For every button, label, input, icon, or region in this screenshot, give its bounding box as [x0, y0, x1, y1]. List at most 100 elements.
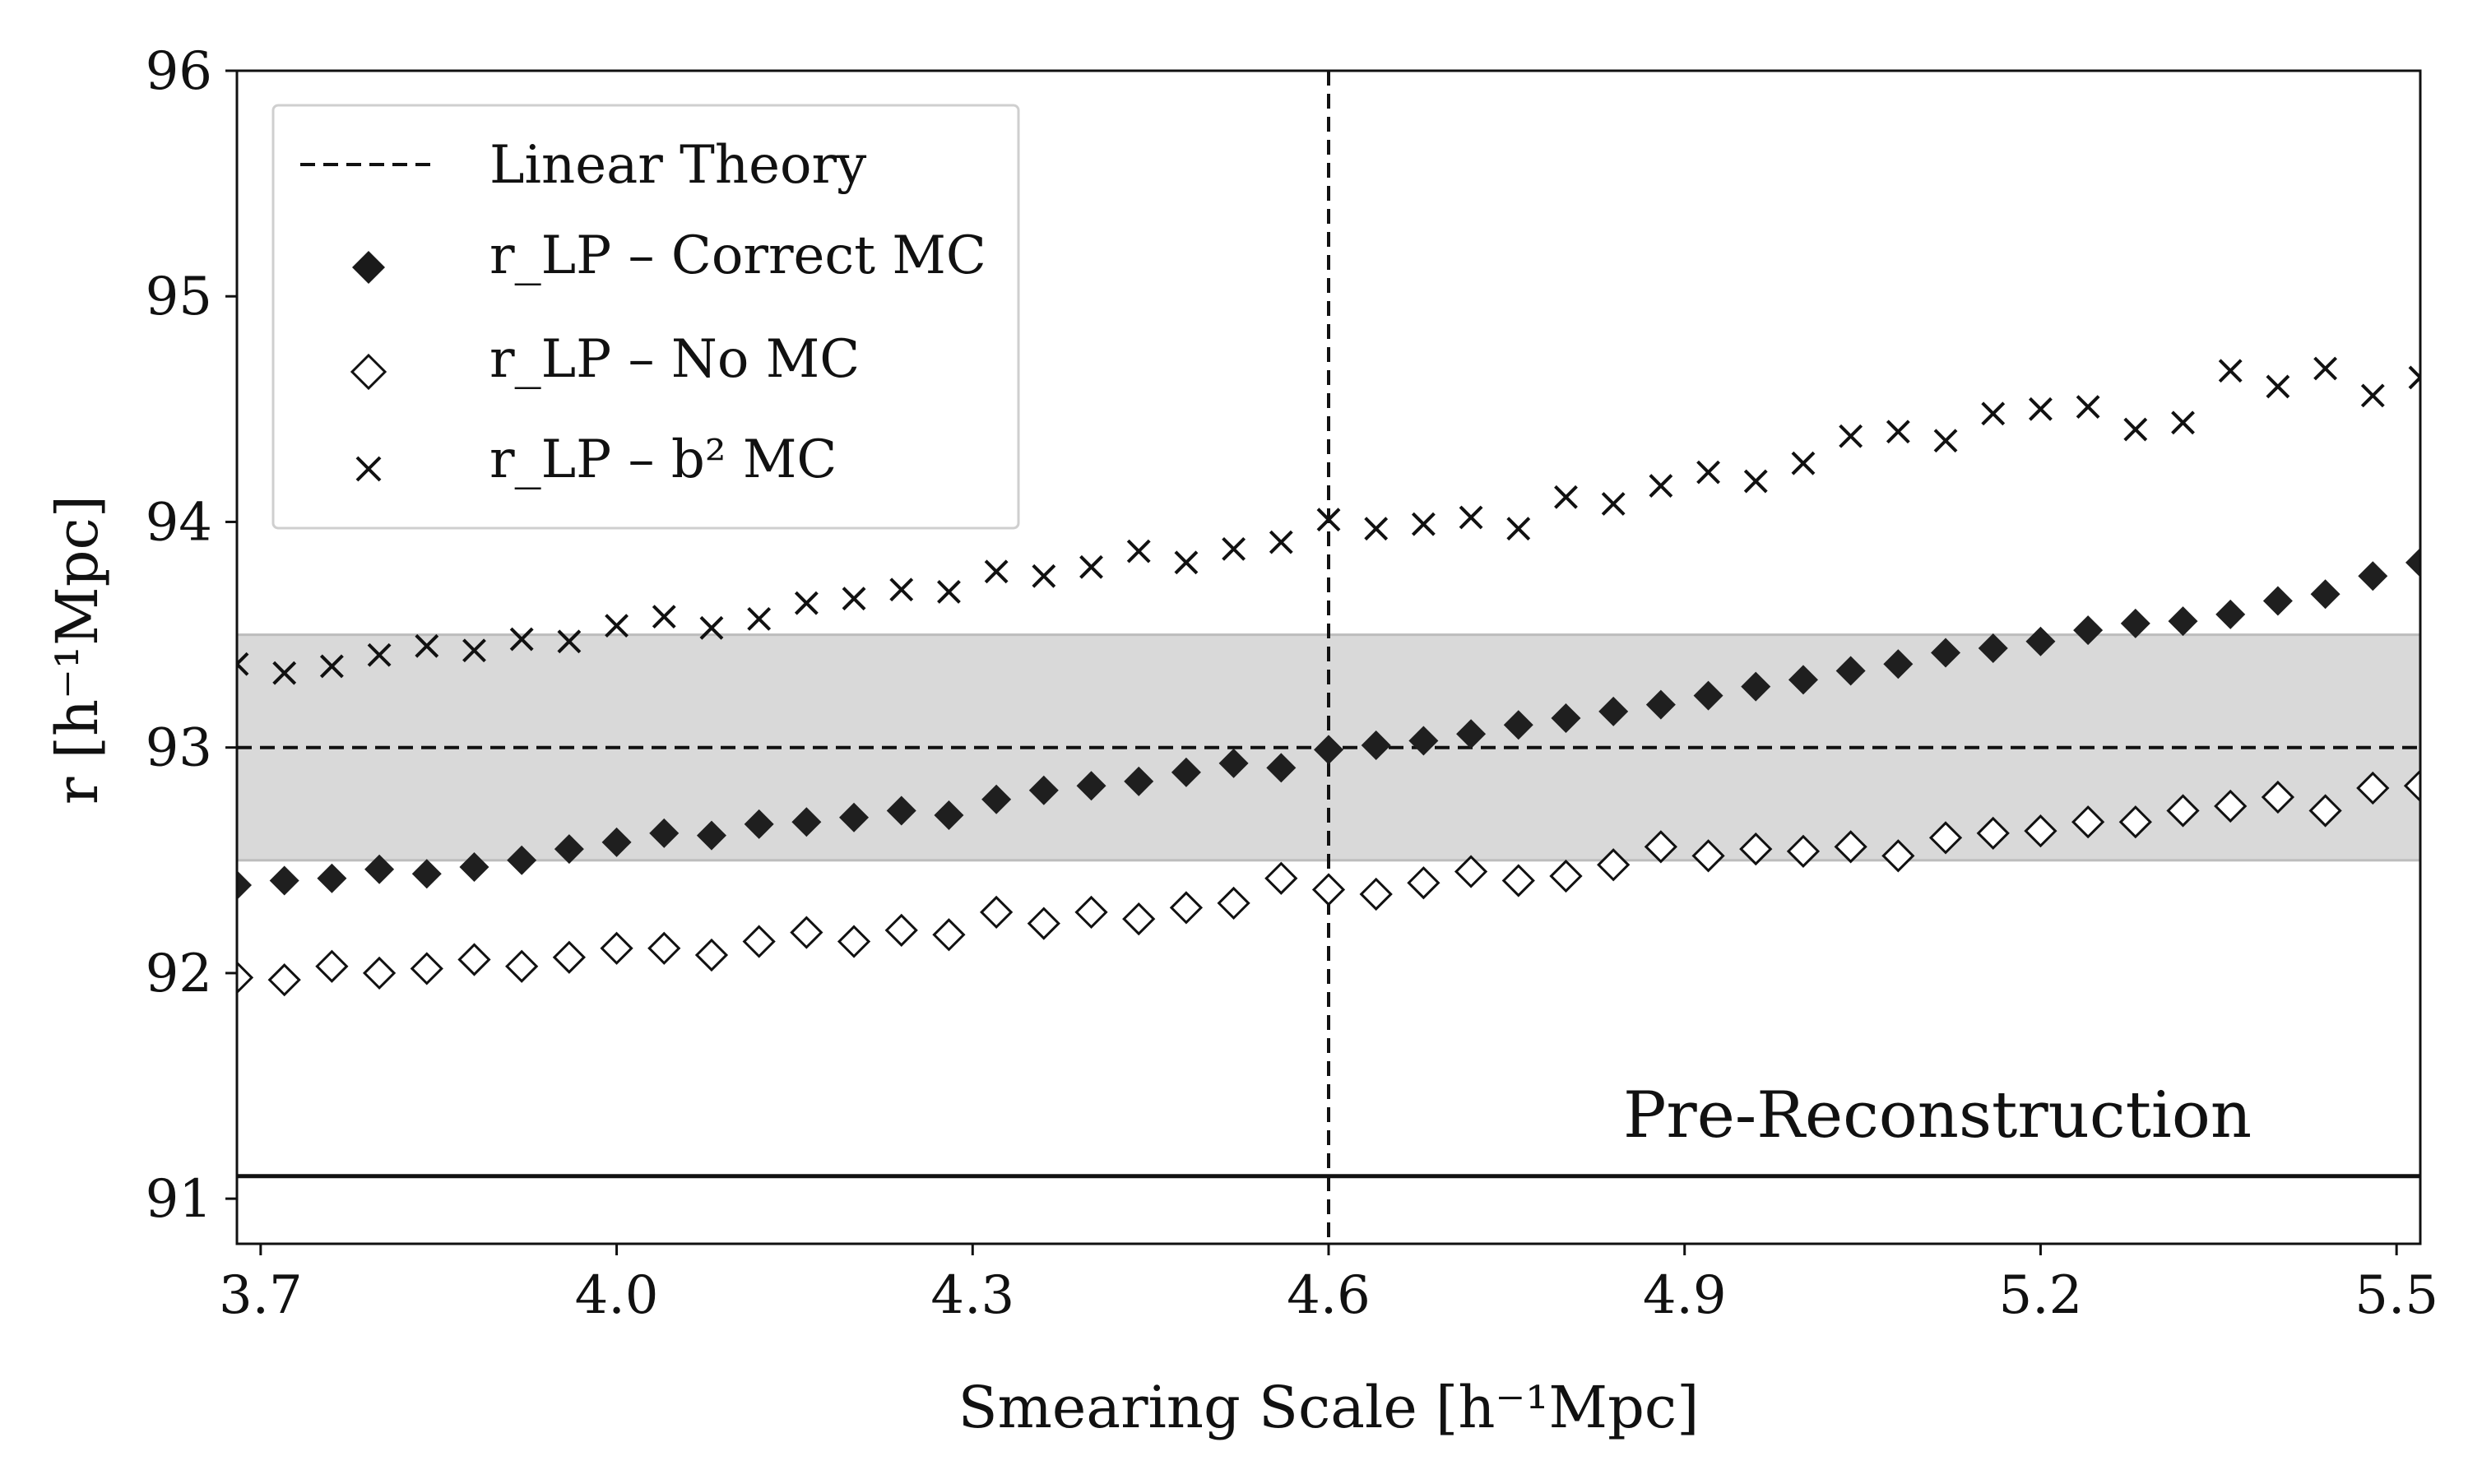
- b2-mc-point: [237, 652, 249, 676]
- no-mc-point: [1928, 821, 1963, 855]
- no-mc-point: [2166, 794, 2200, 828]
- b2-mc-point: [415, 633, 439, 658]
- x-tick-label: 4.3: [930, 1265, 1014, 1326]
- correct-mc-point: [1408, 726, 1439, 756]
- correct-mc-point: [1314, 735, 1343, 765]
- no-mc-point: [410, 952, 443, 985]
- y-tick-label: 94: [146, 492, 212, 553]
- correct-mc-point: [2310, 579, 2340, 610]
- b2-mc-point: [1316, 508, 1341, 532]
- correct-mc-point: [1028, 775, 1059, 805]
- no-mc-point: [1644, 830, 1677, 864]
- no-mc-point: [1597, 848, 1631, 882]
- no-mc-point: [1074, 895, 1108, 930]
- legend-no-mc-swatch: [350, 353, 387, 391]
- b2-mc-point: [1459, 505, 1483, 530]
- correct-mc-point: [2025, 626, 2056, 656]
- no-mc-point: [362, 956, 397, 990]
- correct-mc-point: [1741, 671, 1771, 702]
- b2-mc-point: [1981, 401, 2006, 426]
- legend-correct-mc-swatch: [352, 251, 385, 284]
- no-mc-point: [237, 961, 254, 995]
- b2-mc-point: [889, 577, 914, 602]
- no-mc-point: [884, 913, 918, 947]
- b2-mc-point: [2218, 359, 2243, 383]
- no-mc-point: [552, 940, 586, 974]
- legend-no-mc-label: r_LP – No MC: [489, 329, 860, 390]
- b2-mc-point: [1174, 550, 1199, 575]
- no-mc-point: [1027, 907, 1060, 940]
- x-axis-title: Smearing Scale [h⁻¹Mpc]: [958, 1374, 1700, 1441]
- no-mc-point: [1169, 891, 1204, 925]
- correct-mc-point: [1693, 680, 1723, 711]
- x-tick-label: 3.7: [219, 1265, 303, 1326]
- legend-linear-theory-label: Linear Theory: [489, 135, 866, 196]
- no-mc-point: [2403, 769, 2420, 803]
- correct-mc-point: [269, 865, 299, 896]
- no-mc-point: [1217, 886, 1250, 921]
- y-tick-label: 93: [146, 718, 212, 779]
- correct-mc-point: [237, 870, 252, 900]
- no-mc-point: [315, 949, 349, 983]
- correct-mc-point: [1835, 656, 1866, 686]
- correct-mc-point: [1266, 753, 1297, 783]
- b2-mc-point: [1222, 536, 1246, 561]
- legend-b2-mc-swatch: [355, 456, 382, 482]
- b2-mc-point: [842, 587, 866, 611]
- b2-mc-point: [1601, 492, 1626, 516]
- correct-mc-point: [2073, 615, 2104, 646]
- legend-box: [271, 104, 1020, 530]
- b2-mc-point: [937, 580, 961, 604]
- no-mc-point: [1407, 866, 1440, 900]
- no-mc-point: [790, 916, 823, 949]
- correct-mc-point: [886, 795, 916, 826]
- b2-mc-point: [1269, 530, 1293, 554]
- x-tick-label: 5.2: [1999, 1265, 2083, 1326]
- x-tick-label: 5.5: [2354, 1265, 2438, 1326]
- correct-mc-point: [2358, 561, 2388, 591]
- no-mc-point: [1739, 832, 1773, 866]
- b2-mc-point: [367, 642, 392, 667]
- no-mc-point: [1454, 855, 1488, 888]
- y-axis-title: r [h⁻¹Mpc]: [44, 495, 111, 805]
- no-mc-point: [1501, 864, 1535, 897]
- b2-mc-point: [652, 605, 676, 629]
- no-mc-point: [600, 931, 633, 965]
- b2-mc-point: [462, 638, 486, 663]
- legend-b2-mc-label: r_LP – b² MC: [489, 429, 837, 490]
- b2-mc-point: [1554, 485, 1578, 509]
- no-mc-point: [267, 963, 301, 997]
- b2-mc-point: [2123, 417, 2148, 442]
- correct-mc-point: [696, 820, 726, 851]
- correct-mc-point: [1788, 665, 1818, 695]
- no-mc-point: [2261, 780, 2295, 814]
- no-mc-point: [2308, 794, 2342, 828]
- no-mc-point: [932, 918, 966, 952]
- correct-mc-point: [1361, 730, 1391, 760]
- correct-mc-point: [554, 834, 584, 865]
- correct-mc-point: [411, 859, 442, 889]
- correct-mc-point: [1124, 766, 1154, 796]
- correct-mc-point: [1171, 757, 1201, 787]
- no-mc-point: [1691, 839, 1725, 873]
- b2-mc-point: [1743, 469, 1768, 494]
- b2-mc-point: [984, 559, 1009, 584]
- correct-mc-point: [1978, 633, 2008, 664]
- b2-mc-point: [509, 627, 534, 652]
- no-mc-point: [2024, 814, 2057, 848]
- x-tick-label: 4.0: [575, 1265, 659, 1326]
- legend: Linear Theory r_LP – Correct MC r_LP – N…: [271, 104, 1020, 530]
- b2-mc-point: [1649, 474, 1673, 498]
- b2-mc-point: [272, 661, 297, 685]
- correct-mc-point: [507, 845, 537, 875]
- no-mc-point: [2214, 789, 2248, 823]
- b2-mc-point: [2313, 356, 2338, 381]
- no-mc-point: [1311, 873, 1346, 907]
- b2-mc-point: [2076, 395, 2100, 420]
- correct-mc-point: [1076, 771, 1106, 801]
- correct-mc-point: [2262, 586, 2293, 616]
- no-mc-point: [742, 925, 776, 958]
- pre-reconstruction-label: Pre-Reconstruction: [1623, 1078, 2252, 1152]
- b2-mc-point: [2171, 410, 2195, 435]
